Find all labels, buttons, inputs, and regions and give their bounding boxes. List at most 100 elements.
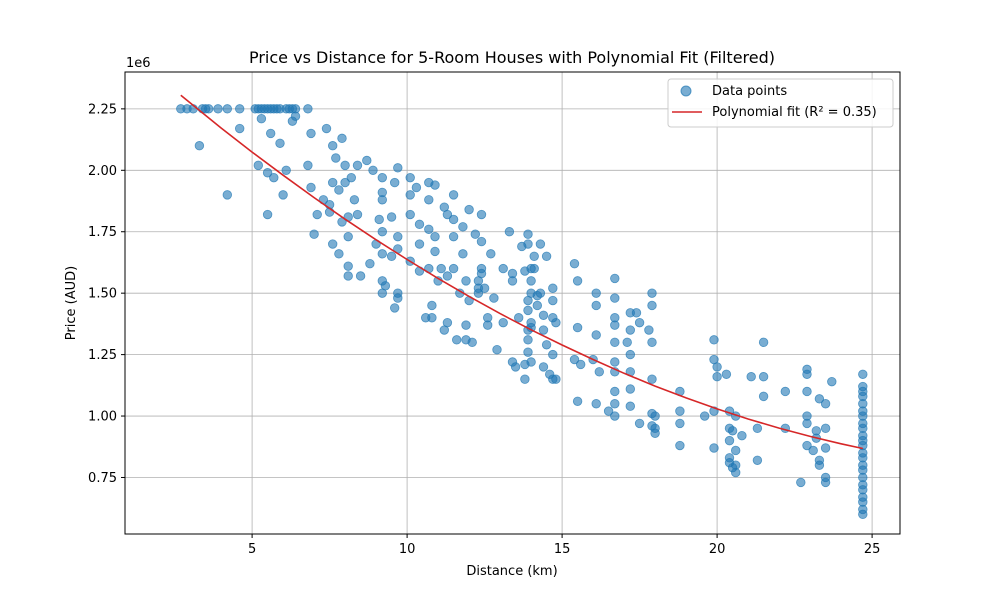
data-point — [622, 337, 632, 348]
data-point — [390, 177, 400, 188]
data-point — [746, 372, 756, 382]
data-point — [796, 477, 806, 488]
data-point — [448, 190, 459, 200]
data-point — [731, 445, 741, 456]
data-point — [476, 236, 487, 247]
data-point — [569, 354, 580, 365]
data-point — [541, 251, 552, 262]
data-point — [266, 128, 276, 139]
data-point — [625, 325, 636, 335]
plot-frame — [124, 71, 901, 535]
data-point — [393, 231, 403, 242]
x-tick-label: 25 — [864, 542, 881, 557]
data-point — [712, 362, 722, 372]
data-point — [448, 214, 459, 225]
data-point — [458, 249, 468, 259]
data-point — [625, 349, 636, 360]
x-tick-label: 15 — [554, 542, 571, 557]
data-point — [634, 317, 645, 328]
data-point — [346, 172, 357, 183]
data-point — [393, 163, 403, 173]
data-point — [436, 263, 446, 274]
data-point — [802, 369, 812, 379]
data-point — [467, 337, 477, 348]
data-point — [328, 141, 338, 151]
data-point — [634, 418, 645, 429]
data-point — [405, 172, 415, 183]
data-point — [802, 386, 812, 397]
data-point — [430, 180, 440, 190]
data-point — [464, 204, 474, 215]
data-point — [538, 310, 549, 320]
data-point — [647, 337, 657, 348]
data-point — [709, 443, 719, 453]
chart-title: Price vs Distance for 5-Room Houses with… — [249, 48, 775, 67]
x-tick-label: 5 — [248, 542, 256, 557]
data-point — [442, 317, 453, 328]
data-point — [548, 283, 558, 293]
data-point — [752, 455, 763, 465]
data-point — [820, 423, 831, 434]
data-point — [343, 231, 353, 242]
data-point — [194, 141, 205, 151]
data-point — [675, 440, 685, 451]
data-point — [610, 273, 620, 284]
data-point — [576, 359, 586, 370]
data-point — [340, 177, 350, 188]
data-point — [486, 249, 496, 259]
legend-marker-points — [680, 85, 692, 97]
data-point — [476, 209, 487, 220]
data-point — [802, 418, 812, 429]
data-point — [758, 372, 769, 382]
data-point — [548, 349, 558, 360]
data-point — [603, 406, 614, 416]
data-point — [731, 467, 741, 478]
data-point — [365, 258, 375, 269]
data-point — [303, 160, 313, 171]
fit-line-group — [180, 94, 863, 450]
data-point — [334, 249, 344, 259]
data-point — [498, 263, 508, 274]
data-point — [538, 325, 549, 335]
data-point — [405, 190, 415, 200]
y-axis-label: Price (AUD) — [64, 266, 79, 340]
legend-label-points: Data points — [712, 84, 787, 99]
data-point — [234, 123, 245, 134]
data-point — [514, 313, 524, 323]
y-tick-label: 0.75 — [88, 471, 117, 486]
data-point — [572, 322, 583, 333]
data-point — [610, 399, 620, 409]
y-tick-label: 2.25 — [88, 102, 117, 117]
data-point — [393, 293, 403, 303]
data-point — [625, 401, 636, 411]
data-point — [448, 263, 459, 274]
data-point — [644, 325, 654, 335]
data-point — [355, 271, 366, 281]
data-point — [489, 293, 499, 303]
data-point — [510, 362, 521, 372]
data-point — [328, 239, 338, 249]
data-point — [814, 394, 825, 404]
data-point — [281, 165, 291, 175]
data-point — [368, 165, 378, 175]
data-point — [349, 195, 360, 205]
data-point — [303, 104, 313, 114]
data-point — [523, 335, 533, 345]
data-point — [507, 276, 518, 286]
data-point — [234, 104, 245, 114]
data-point — [362, 155, 372, 166]
data-point — [321, 123, 332, 134]
data-point — [526, 357, 536, 367]
data-point — [647, 300, 657, 311]
data-point — [758, 337, 769, 348]
data-point — [569, 258, 580, 269]
data-point — [532, 300, 543, 311]
data-point — [675, 406, 685, 416]
data-point — [343, 271, 353, 281]
x-axis-label: Distance (km) — [466, 564, 557, 579]
data-point — [448, 231, 459, 242]
data-point — [352, 160, 363, 171]
data-point — [414, 219, 425, 230]
data-point — [430, 246, 440, 257]
